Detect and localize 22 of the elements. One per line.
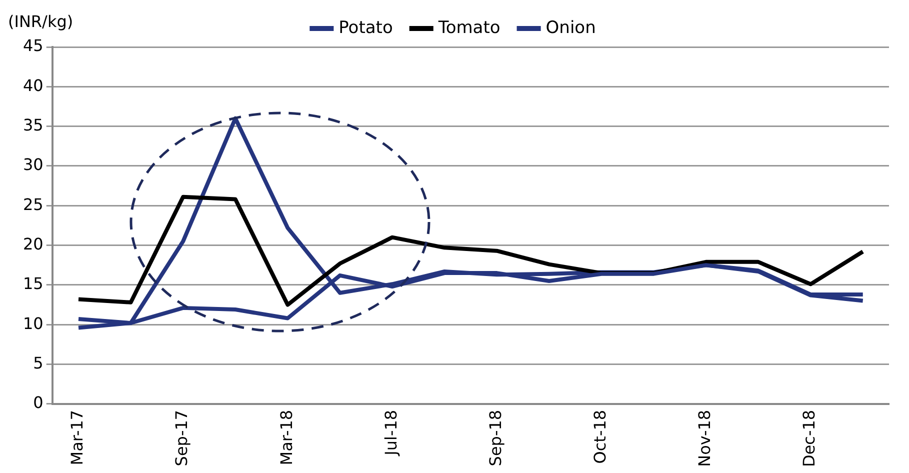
y-tick-label: 0	[33, 393, 44, 412]
y-tick-label: 25	[23, 194, 44, 214]
legend-label: Onion	[546, 18, 596, 38]
y-tick-label: 35	[23, 115, 44, 134]
x-tick-label: Sep-18	[486, 410, 505, 466]
y-tick-label: 45	[23, 36, 44, 56]
y-tick-label: 30	[23, 155, 44, 174]
y-tick-label: 40	[23, 76, 44, 95]
y-tick-label: 5	[33, 353, 44, 372]
x-tick-label: Sep-17	[172, 410, 192, 466]
legend-label: Tomato	[437, 18, 500, 38]
x-tick-label: Jul-18	[381, 410, 400, 456]
x-tick-label: Dec-18	[800, 410, 819, 467]
y-tick-label: 15	[23, 274, 44, 294]
x-tick-label: Nov-18	[695, 410, 714, 467]
x-tick-label: Mar-17	[68, 410, 87, 466]
y-tick-label: 10	[23, 314, 44, 333]
y-axis-title: (INR/kg)	[8, 12, 74, 31]
y-tick-label: 20	[23, 234, 44, 254]
x-tick-label: Mar-18	[276, 410, 296, 466]
x-tick-label: Oct-18	[590, 410, 610, 464]
legend-label: Potato	[338, 18, 393, 38]
